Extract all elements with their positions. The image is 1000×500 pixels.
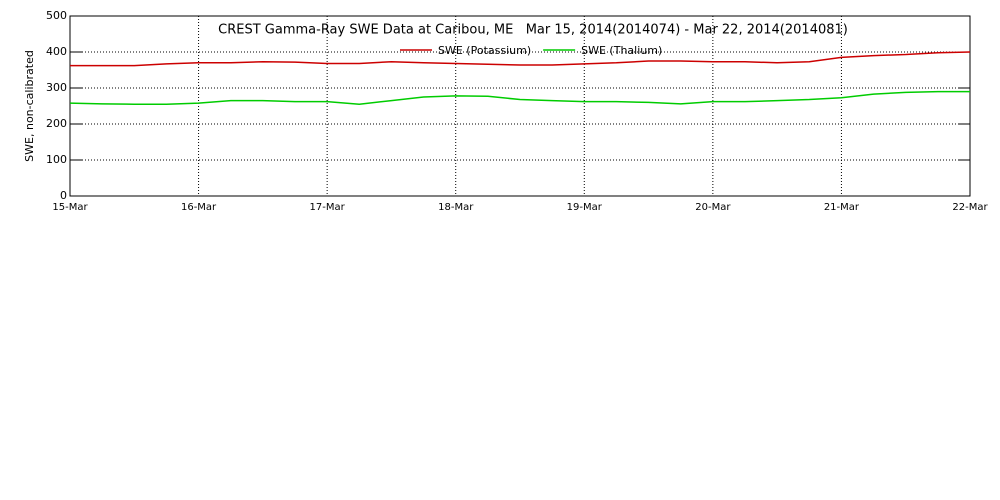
y-tick-label: 500 — [46, 9, 67, 22]
y-tick-label: 400 — [46, 45, 67, 58]
y-tick-label: 100 — [46, 153, 67, 166]
y-tick-label: 0 — [60, 189, 67, 202]
legend-label: SWE (Potassium) — [438, 44, 531, 57]
x-tick-label: 15-Mar — [52, 202, 88, 213]
x-tick-label: 16-Mar — [181, 202, 217, 213]
x-tick-label: 21-Mar — [824, 202, 860, 213]
x-tick-label: 17-Mar — [310, 202, 346, 213]
x-tick-label: 19-Mar — [567, 202, 603, 213]
series-line — [69, 90, 970, 105]
y-tick-label: 200 — [46, 117, 67, 130]
legend-label: SWE (Thalium) — [581, 44, 662, 57]
y-tick-label: 300 — [46, 81, 67, 94]
x-tick-label: 18-Mar — [438, 202, 474, 213]
chart-title: CREST Gamma-Ray SWE Data at Caribou, ME … — [218, 23, 848, 38]
y-axis-label: SWE, non-calibrated — [23, 50, 36, 162]
x-tick-label: 22-Mar — [952, 202, 988, 213]
series-line — [70, 51, 971, 67]
x-tick-label: 20-Mar — [695, 202, 731, 213]
